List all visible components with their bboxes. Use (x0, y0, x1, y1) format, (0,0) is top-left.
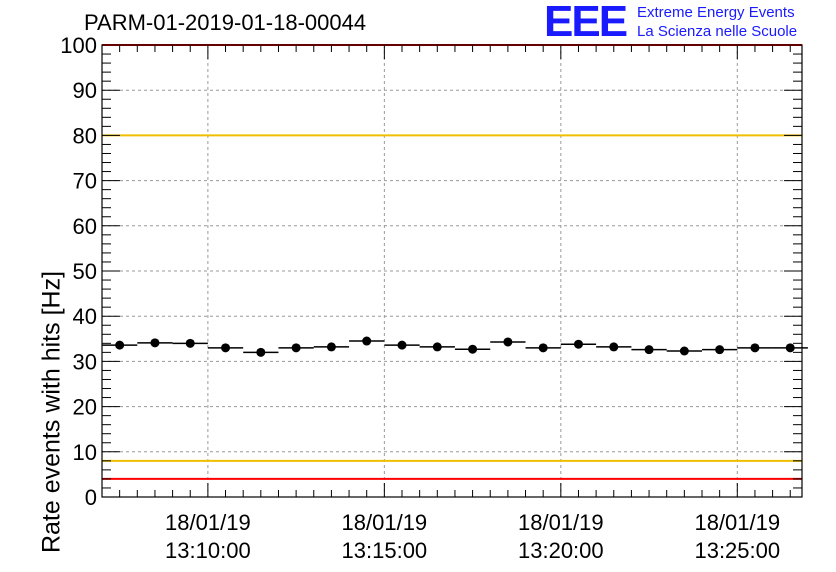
data-point (503, 337, 513, 347)
y-tick-label: 90 (73, 78, 97, 103)
y-tick-label: 30 (73, 349, 97, 374)
data-point (644, 345, 654, 355)
data-point (185, 338, 195, 348)
eee-logo: EEE (544, 0, 628, 46)
y-tick-label: 40 (73, 304, 97, 329)
y-tick-label: 0 (85, 485, 97, 510)
data-point (468, 344, 478, 354)
data-point (362, 336, 372, 346)
data-point (573, 339, 583, 349)
y-axis-label: Rate events with hits [Hz] (37, 270, 66, 554)
chart-title: PARM-01-2019-01-18-00044 (84, 10, 367, 35)
x-tick-label-time: 13:20:00 (518, 538, 604, 563)
x-tick-label-date: 18/01/19 (342, 510, 428, 535)
data-point (150, 338, 160, 348)
x-tick-label-time: 13:25:00 (694, 538, 780, 563)
y-axis: 0 10 20 30 40 50 60 70 80 90 100 (60, 33, 802, 510)
y-tick-label: 10 (73, 440, 97, 465)
reference-lines (102, 44, 802, 480)
x-axis: 18/01/19 13:10:00 18/01/19 13:15:00 18/01/19… (101, 45, 791, 563)
y-tick-label: 20 (73, 395, 97, 420)
data-point (256, 347, 266, 357)
logo-caption-line1: Extreme Energy Events (637, 4, 795, 21)
x-tick-label-time: 13:15:00 (342, 538, 428, 563)
data-point (538, 343, 548, 353)
data-point (609, 342, 619, 352)
x-tick-label-date: 18/01/19 (694, 510, 780, 535)
logo-caption: Extreme Energy Events La Scienza nelle S… (637, 3, 797, 41)
data-point (750, 343, 760, 353)
grid-lines (102, 45, 802, 497)
x-tick-label-time: 13:10:00 (165, 538, 251, 563)
data-point (715, 345, 725, 355)
data-point (432, 342, 442, 352)
data-point (326, 342, 336, 352)
data-point (785, 343, 795, 353)
y-tick-label: 50 (73, 259, 97, 284)
data-series (102, 336, 808, 357)
y-tick-label: 80 (73, 123, 97, 148)
data-point (291, 343, 301, 353)
x-tick-label-date: 18/01/19 (165, 510, 251, 535)
data-point (221, 343, 231, 353)
y-tick-label: 100 (60, 33, 97, 58)
logo-caption-line2: La Scienza nelle Scuole (637, 23, 798, 40)
data-point (397, 340, 407, 350)
data-point (115, 340, 125, 350)
data-point (679, 346, 689, 356)
y-tick-label: 70 (73, 169, 97, 194)
x-tick-label-date: 18/01/19 (518, 510, 604, 535)
y-tick-label: 60 (73, 214, 97, 239)
